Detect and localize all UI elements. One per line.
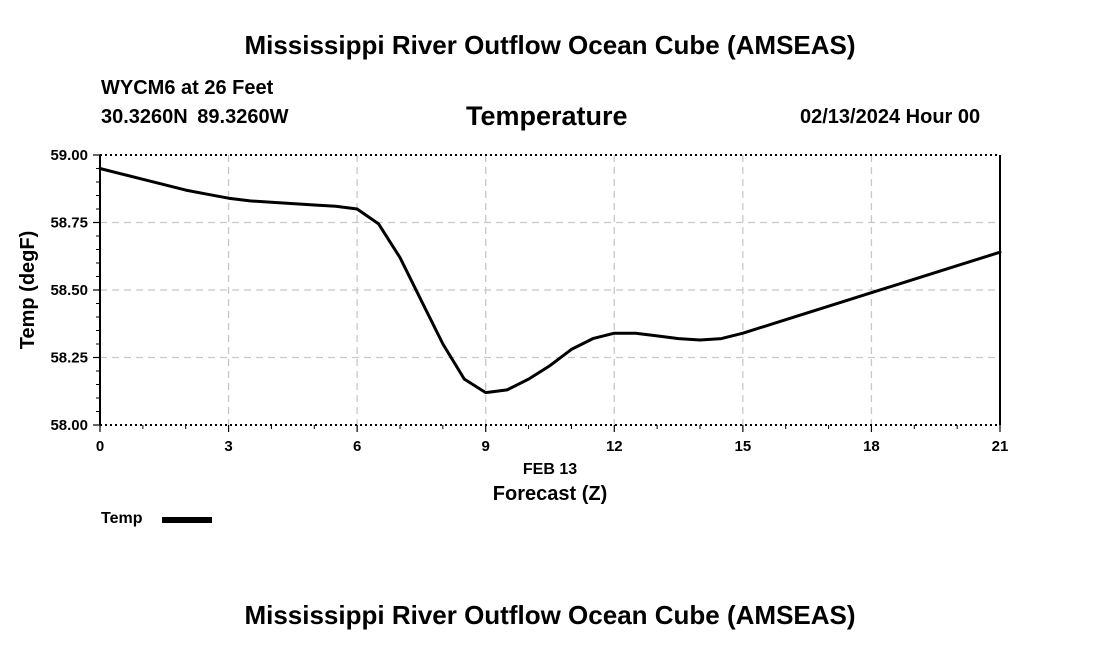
y-tick-label: 58.50 <box>50 282 88 299</box>
legend-label: Temp <box>101 510 143 527</box>
axis-layer: 0 3 6 9 12 15 18 21 58.00 58.25 58.50 58.75 59.00 <box>50 147 1008 455</box>
x-axis-date-label: FEB 13 <box>523 461 577 478</box>
x-tick-label: 21 <box>992 438 1009 455</box>
station-label: WYCM6 at 26 Feet <box>101 77 274 99</box>
x-tick-label: 12 <box>606 438 623 455</box>
y-tick-label: 58.25 <box>50 350 88 367</box>
series-layer <box>98 167 1002 395</box>
footer-title: Mississippi River Outflow Ocean Cube (AM… <box>244 600 856 630</box>
y-tick-label: 58.00 <box>50 417 88 434</box>
x-tick-label: 9 <box>482 438 490 455</box>
x-axis-label: Forecast (Z) <box>493 483 607 505</box>
main-title: Mississippi River Outflow Ocean Cube (AM… <box>244 30 856 60</box>
temp-series-line <box>98 167 1002 395</box>
grid-layer <box>100 155 1000 425</box>
forecast-datetime: 02/13/2024 Hour 00 <box>800 106 981 128</box>
chart-title: Temperature <box>466 101 628 131</box>
x-tick-label: 3 <box>224 438 232 455</box>
coordinates-label: 30.3260N 89.3260W <box>101 106 289 128</box>
x-tick-label: 6 <box>353 438 361 455</box>
x-tick-label: 18 <box>863 438 880 455</box>
y-tick-label: 58.75 <box>50 215 88 232</box>
y-axis-label: Temp (degF) <box>17 231 39 350</box>
x-tick-label: 0 <box>96 438 104 455</box>
legend-line-swatch <box>162 517 212 523</box>
x-tick-label: 15 <box>735 438 752 455</box>
y-tick-label: 59.00 <box>50 147 88 164</box>
